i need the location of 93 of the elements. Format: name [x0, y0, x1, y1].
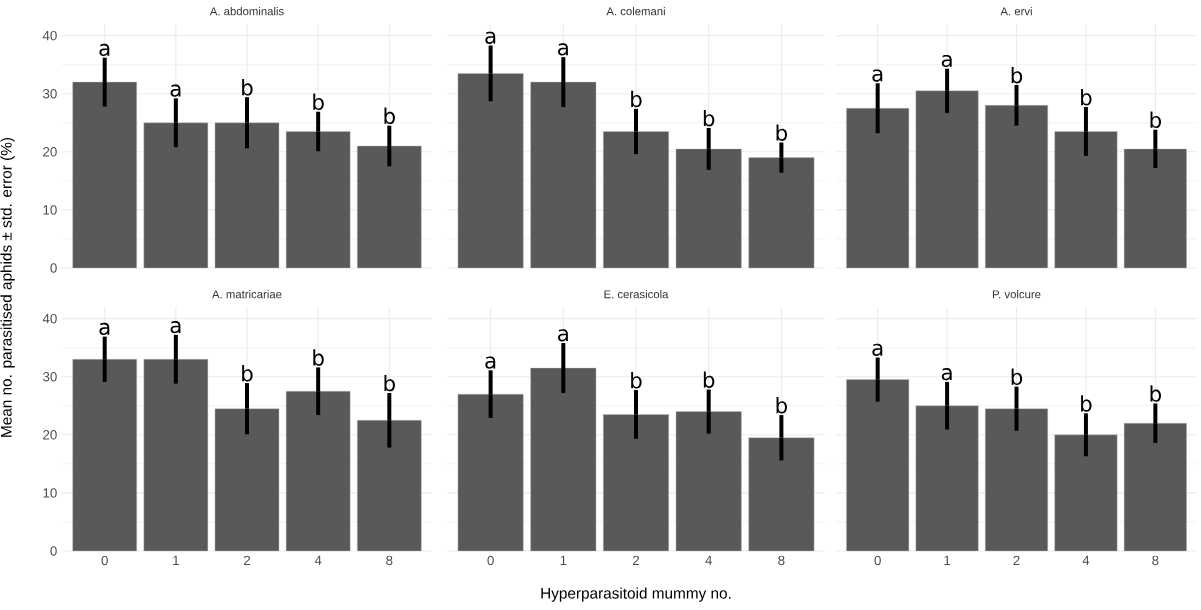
x-tick-label: 1 [560, 555, 567, 565]
bar [675, 411, 742, 552]
x-tick-label: 8 [1152, 555, 1159, 566]
x-tick-label: 2 [632, 555, 640, 566]
annotation: b [1081, 395, 1092, 412]
annotation: b [1011, 368, 1023, 385]
bar [1054, 131, 1118, 269]
annotation: a [170, 321, 181, 334]
bar [143, 359, 209, 552]
y-tick-label: 40 [42, 313, 57, 324]
bar [143, 122, 209, 269]
bar [357, 420, 422, 552]
annotation: b [384, 107, 395, 125]
annotation: b [703, 109, 715, 127]
bar [1123, 148, 1187, 269]
annotation: b [776, 124, 787, 141]
annotation: b [242, 79, 253, 96]
bar [285, 391, 351, 552]
annotation: a [941, 54, 952, 68]
chart-title: A. colemani [606, 6, 665, 16]
annotation: b [703, 371, 715, 388]
bar [748, 437, 815, 552]
y-tick-label: 0 [50, 263, 57, 273]
annotation: b [631, 371, 642, 389]
y-tick-label: 10 [43, 205, 57, 215]
y-tick-label: 0 [50, 546, 57, 556]
y-tick-label: 20 [43, 430, 57, 440]
annotation: a [99, 43, 110, 57]
bar [1123, 422, 1187, 552]
chart-title: A. ervi [1000, 6, 1032, 16]
bar [748, 157, 815, 269]
annotation: a [872, 69, 883, 82]
bar [530, 367, 597, 552]
annotation: b [313, 349, 324, 366]
x-tick-label: 1 [944, 555, 951, 565]
bar [214, 122, 280, 269]
chart-title: E. cerasicola [604, 289, 669, 299]
bar [675, 148, 742, 269]
annotation: a [99, 322, 110, 336]
annotation: b [1081, 88, 1092, 106]
bar [915, 90, 979, 269]
bar [214, 408, 280, 552]
annotation: b [313, 93, 324, 111]
x-tick-label: 8 [778, 555, 785, 566]
x-axis-title: Hyperparasitoid mummy no. [541, 587, 731, 602]
annotation: b [1150, 385, 1161, 402]
bar [985, 408, 1048, 552]
chart-title: A. matricariae [212, 289, 282, 299]
annotation: a [170, 84, 181, 97]
annotation: a [558, 329, 568, 342]
bar [457, 73, 524, 269]
bar [603, 131, 669, 269]
x-tick-label: 4 [314, 555, 322, 565]
bar [915, 405, 979, 552]
x-tick-label: 4 [705, 555, 713, 565]
bar [1054, 434, 1118, 552]
x-tick-label: 0 [101, 555, 108, 566]
annotation: a [485, 356, 496, 369]
bar [72, 81, 137, 269]
x-tick-label: 1 [173, 555, 179, 565]
annotation: b [242, 365, 253, 382]
y-tick-label: 20 [43, 147, 57, 157]
annotation: b [1150, 111, 1161, 129]
x-tick-label: 2 [1013, 555, 1020, 566]
annotation: a [872, 343, 883, 356]
bar [846, 108, 910, 269]
x-tick-label: 2 [243, 555, 251, 566]
chart-title: P. volcure [992, 289, 1041, 299]
bar [457, 393, 524, 552]
y-tick-label: 30 [42, 89, 57, 99]
chart-title: A. abdominalis [209, 6, 284, 16]
annotation: a [485, 31, 496, 44]
y-tick-label: 10 [43, 488, 57, 498]
y-tick-label: 40 [42, 30, 57, 41]
x-tick-label: 0 [487, 555, 494, 566]
y-tick-label: 30 [42, 372, 57, 382]
bar [72, 359, 137, 552]
bar [603, 414, 669, 552]
annotation: a [941, 368, 952, 381]
bar [285, 131, 351, 269]
annotation: b [776, 396, 787, 414]
bar [846, 379, 910, 552]
annotation: b [631, 90, 642, 108]
y-axis-title: Mean no. parasitised aphids ± std. error (%) [0, 137, 15, 437]
bar [530, 81, 597, 269]
annotation: b [384, 374, 395, 392]
x-tick-label: 0 [874, 555, 881, 566]
bar [985, 105, 1048, 269]
bar [357, 145, 422, 269]
x-tick-label: 4 [1082, 555, 1090, 565]
annotation: a [558, 43, 568, 56]
annotation: b [1011, 66, 1023, 84]
x-tick-label: 8 [386, 555, 393, 566]
